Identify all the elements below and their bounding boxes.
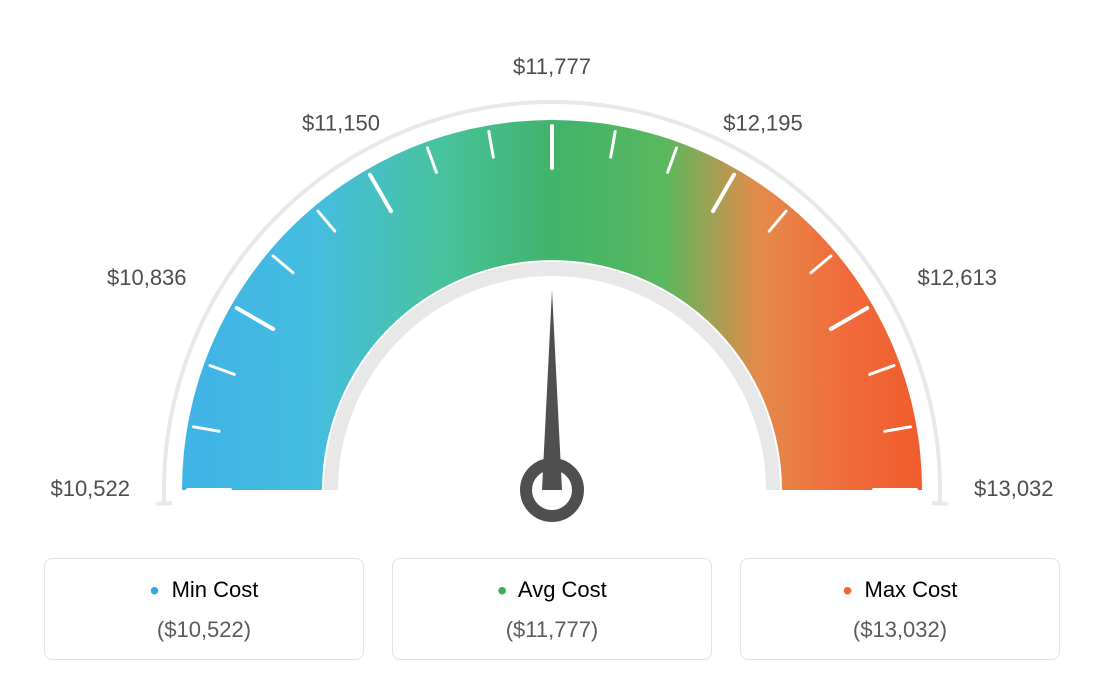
legend-box-max: • Max Cost ($13,032) — [740, 558, 1060, 660]
legend-value-avg: ($11,777) — [393, 617, 711, 643]
gauge-tick-label: $11,150 — [302, 111, 380, 136]
legend-title-avg: • Avg Cost — [393, 577, 711, 603]
gauge-container: $10,522 $10,836 $11,150 $11,777 $12,195 $12,6… — [20, 20, 1084, 540]
gauge-tick-label: $12,195 — [723, 111, 803, 136]
legend-label: Max Cost — [865, 577, 958, 602]
legend-title-min: • Min Cost — [45, 577, 363, 603]
gauge-tick-label: $10,522 — [50, 476, 130, 501]
gauge-tick-label: $10,836 — [107, 265, 187, 290]
legend-box-min: • Min Cost ($10,522) — [44, 558, 364, 660]
legend-value-min: ($10,522) — [45, 617, 363, 643]
legend-label: Min Cost — [172, 577, 259, 602]
gauge-tick-label: $13,032 — [974, 476, 1054, 501]
dot-icon: • — [843, 575, 853, 606]
legend-box-avg: • Avg Cost ($11,777) — [392, 558, 712, 660]
gauge-tick-label: $12,613 — [917, 265, 997, 290]
legend-value-max: ($13,032) — [741, 617, 1059, 643]
legend-row: • Min Cost ($10,522) • Avg Cost ($11,777… — [44, 558, 1060, 660]
dot-icon: • — [150, 575, 160, 606]
gauge-chart: $10,522 $10,836 $11,150 $11,777 $12,195 $12,6… — [20, 20, 1084, 540]
legend-label: Avg Cost — [518, 577, 607, 602]
legend-title-max: • Max Cost — [741, 577, 1059, 603]
gauge-tick-label: $11,777 — [513, 54, 591, 79]
dot-icon: • — [497, 575, 507, 606]
